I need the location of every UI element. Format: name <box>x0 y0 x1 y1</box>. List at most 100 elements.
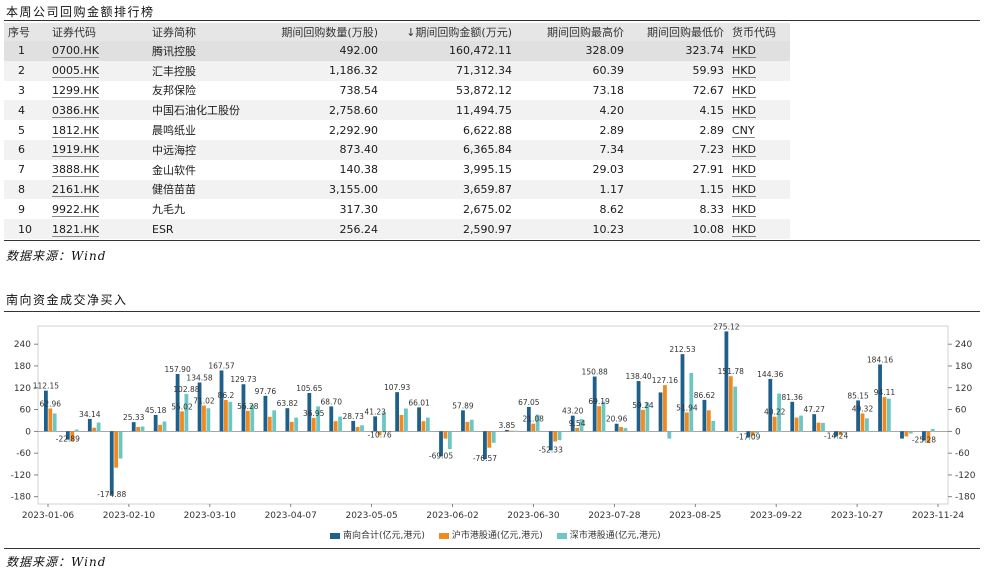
data-label: 157.90 <box>164 365 190 374</box>
security-code-link[interactable]: 1299.HK <box>52 83 99 98</box>
bar-sz <box>799 415 803 432</box>
cell-quantity: 3,155.00 <box>254 179 382 200</box>
security-code-link[interactable]: 1812.HK <box>52 123 99 138</box>
bar-sh <box>443 431 448 439</box>
col-header-code[interactable]: 证券代码 <box>48 23 148 41</box>
x-axis-label: 2023-10-27 <box>831 511 883 521</box>
security-code-link[interactable]: 0700.HK <box>52 44 99 59</box>
legend-swatch-sh <box>438 532 449 539</box>
bar-sz <box>52 413 57 432</box>
table-row[interactable]: 4 0386.HK 中国石油化工股份 2,758.60 11,494.75 4.20 4.1… <box>4 100 790 121</box>
table-source-note: 数据来源：Wind <box>6 249 107 263</box>
cell-text: 4 <box>18 103 25 117</box>
bar-sz <box>250 404 255 432</box>
data-label: 275.12 <box>713 322 739 331</box>
x-axis-label: 2023-11-24 <box>912 511 965 521</box>
table-row[interactable]: 2 0005.HK 汇丰控股 1,186.32 71,312.34 60.39 59.93 H… <box>4 60 790 81</box>
bar-sz <box>864 418 869 432</box>
table-row[interactable]: 10 1821.HK ESR 256.24 2,590.97 10.23 10.08 HKD <box>4 219 790 239</box>
data-label: 57.89 <box>452 401 474 410</box>
table-row[interactable]: 8 2161.HK 健倍苗苗 3,155.00 3,659.87 1.17 1.15 HKD <box>4 179 790 200</box>
y-axis-label-left: 60 <box>20 406 32 416</box>
x-axis-label: 2023-02-10 <box>103 511 156 521</box>
cell-text: 金山软件 <box>152 163 196 177</box>
bar-sz <box>491 431 496 443</box>
data-label: 86.62 <box>694 391 716 400</box>
cell-name: 腾讯控股 <box>148 41 254 61</box>
cell-text: 60.39 <box>592 64 625 78</box>
col-header-rank[interactable]: 序号 <box>4 23 48 41</box>
bar-south <box>263 395 268 432</box>
legend-label-south: 南向合计(亿元,港元) <box>343 531 425 541</box>
cell-quantity: 256.24 <box>254 219 382 239</box>
bar-south <box>746 431 751 438</box>
cell-name: 健倍苗苗 <box>148 179 254 200</box>
cell-rank: 6 <box>4 139 48 160</box>
col-header-amount[interactable]: ↓期间回购金额(万元) <box>382 23 516 41</box>
cell-code: 1812.HK <box>48 120 148 140</box>
bar-sh <box>289 421 294 432</box>
x-axis-label: 2023-07-28 <box>588 511 641 521</box>
bar-sh <box>245 410 250 432</box>
bar-south <box>878 364 882 432</box>
security-code-link[interactable]: 1919.HK <box>52 143 99 158</box>
col-header-quantity[interactable]: 期间回购数量(万股) <box>254 23 382 41</box>
cell-currency: HKD <box>728 100 790 121</box>
security-code-link[interactable]: 9922.HK <box>52 202 99 217</box>
bar-south <box>175 373 180 432</box>
data-label: -10.76 <box>367 430 391 439</box>
bar-sz <box>447 431 452 450</box>
cell-name: 金山软件 <box>148 159 254 180</box>
bar-south <box>504 429 509 432</box>
table-row[interactable]: 9 9922.HK 九毛九 317.30 2,675.02 8.62 8.33 HKD <box>4 199 790 220</box>
legend-item-south[interactable]: 南向合计(亿元,港元) <box>330 528 425 541</box>
table-row[interactable]: 6 1919.HK 中远海控 873.40 6,365.84 7.34 7.23 HKD <box>4 139 790 160</box>
col-header-high[interactable]: 期间回购最高价 <box>516 23 628 41</box>
y-axis-label-left: 180 <box>14 362 31 372</box>
cell-text: ESR <box>152 222 174 236</box>
data-label: 20.96 <box>606 415 628 424</box>
col-header-name[interactable]: 证券简称 <box>148 23 254 41</box>
legend-item-sz[interactable]: 深市港股通(亿元,港元) <box>556 528 661 541</box>
bar-sz <box>623 428 628 432</box>
bar-sz <box>382 412 386 432</box>
table-row[interactable]: 7 3888.HK 金山软件 140.38 3,995.15 29.03 27.91 HKD <box>4 159 790 180</box>
data-label: 9.54 <box>569 419 586 428</box>
security-code-link[interactable]: 3888.HK <box>52 163 99 178</box>
table-row[interactable]: 5 1812.HK 晨鸣纸业 2,292.90 6,622.88 2.89 2.89 CNY <box>4 120 790 140</box>
cell-text: 256.24 <box>339 222 379 236</box>
security-code-link[interactable]: 1821.HK <box>52 222 99 237</box>
col-header-currency[interactable]: 货币代码 <box>728 23 790 41</box>
bar-sz <box>579 419 584 432</box>
cell-low: 1.15 <box>628 179 728 200</box>
bar-south <box>373 416 378 432</box>
cell-name: 晨鸣纸业 <box>148 120 254 140</box>
table-row[interactable]: 3 1299.HK 友邦保险 738.54 53,872.12 73.18 72.67 HKD <box>4 80 790 101</box>
cell-high: 1.17 <box>516 179 628 200</box>
cell-high: 60.39 <box>516 60 628 81</box>
table-row[interactable]: 1 0700.HK 腾讯控股 492.00 160,472.11 328.09 323.74… <box>4 41 790 61</box>
y-axis-label-right: -120 <box>955 471 976 481</box>
data-label: 40.22 <box>764 408 786 417</box>
cell-text: 3,155.00 <box>329 182 378 196</box>
table-bottom-rule <box>4 240 980 241</box>
bar-sz <box>338 416 342 432</box>
security-code-link[interactable]: 2161.HK <box>52 182 99 197</box>
bar-sh <box>377 431 382 436</box>
cell-text: 九毛九 <box>152 203 185 217</box>
bar-sz <box>184 393 189 432</box>
legend-item-sh[interactable]: 沪市港股通(亿元,港元) <box>438 528 543 541</box>
bar-sh <box>838 431 843 435</box>
bar-sh <box>92 427 97 432</box>
bar-sz <box>74 429 79 432</box>
security-code-link[interactable]: 0386.HK <box>52 103 99 118</box>
cell-text: 健倍苗苗 <box>152 183 196 197</box>
security-code-link[interactable]: 0005.HK <box>52 64 99 79</box>
cell-currency: HKD <box>728 80 790 101</box>
col-header-low[interactable]: 期间回购最低价 <box>628 23 728 41</box>
cell-text: 71,312.34 <box>456 64 512 78</box>
bar-south <box>658 392 663 432</box>
cell-text: 29.03 <box>592 163 625 177</box>
bar-south <box>439 431 443 457</box>
data-label: 212.53 <box>669 345 695 354</box>
